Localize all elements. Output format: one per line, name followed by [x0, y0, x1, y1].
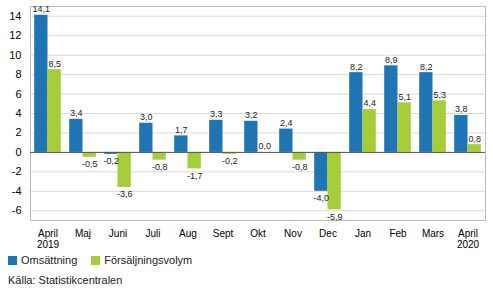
svg-text:14,1: 14,1 — [33, 4, 51, 14]
svg-text:April2019: April2019 — [37, 228, 60, 250]
html-text:Omsättning: Omsättning — [21, 254, 78, 266]
svg-text:-4: -4 — [12, 185, 22, 197]
svg-text:-1,7: -1,7 — [187, 171, 203, 181]
svg-text:3,4: 3,4 — [70, 108, 83, 118]
svg-text:-0,5: -0,5 — [82, 159, 98, 169]
svg-text:Aug: Aug — [179, 228, 197, 239]
svg-text:3,8: 3,8 — [455, 104, 468, 114]
svg-text:Nov: Nov — [284, 228, 302, 239]
svg-text:-3,6: -3,6 — [117, 189, 133, 199]
svg-text:3,0: 3,0 — [140, 112, 153, 122]
svg-text:Juli: Juli — [145, 228, 160, 239]
svg-text:8,2: 8,2 — [420, 62, 433, 72]
svg-text:0,8: 0,8 — [468, 134, 481, 144]
svg-text:14: 14 — [9, 10, 21, 22]
svg-text:2,4: 2,4 — [280, 118, 293, 128]
svg-text:1,7: 1,7 — [175, 125, 188, 135]
svg-text:3,3: 3,3 — [210, 109, 223, 119]
svg-text:Okt: Okt — [250, 228, 266, 239]
svg-text:Feb: Feb — [389, 228, 407, 239]
svg-text:4: 4 — [15, 107, 21, 119]
svg-text:0,0: 0,0 — [258, 141, 271, 151]
html-text:Källa: Statistikcentralen: Källa: Statistikcentralen — [8, 274, 123, 286]
svg-text:Sept: Sept — [213, 228, 234, 239]
svg-text:Dec: Dec — [319, 228, 337, 239]
svg-text:-0,2: -0,2 — [222, 156, 238, 166]
svg-text:-6: -6 — [12, 204, 22, 216]
svg-text:Mars: Mars — [422, 228, 444, 239]
svg-text:2: 2 — [15, 126, 21, 138]
svg-text:3,2: 3,2 — [245, 110, 258, 120]
svg-text:5,1: 5,1 — [398, 92, 411, 102]
svg-text:5,3: 5,3 — [433, 90, 446, 100]
svg-text:12: 12 — [9, 29, 21, 41]
svg-text:-0,8: -0,8 — [152, 162, 168, 172]
svg-text:0: 0 — [15, 146, 21, 158]
svg-text:Jan: Jan — [355, 228, 371, 239]
svg-text:-0,2: -0,2 — [104, 156, 120, 166]
html-text:Försäljningsvolym: Försäljningsvolym — [104, 254, 193, 266]
svg-text:10: 10 — [9, 49, 21, 61]
svg-text:-0,8: -0,8 — [292, 162, 308, 172]
svg-text:-2: -2 — [12, 165, 22, 177]
svg-text:Juni: Juni — [109, 228, 127, 239]
svg-text:6: 6 — [15, 88, 21, 100]
svg-text:-5,9: -5,9 — [327, 212, 343, 222]
svg-text:8: 8 — [15, 68, 21, 80]
svg-text:8,9: 8,9 — [385, 55, 398, 65]
svg-text:4,4: 4,4 — [363, 98, 376, 108]
svg-text:-4,0: -4,0 — [314, 193, 330, 203]
svg-text:April2020: April2020 — [457, 228, 480, 250]
svg-text:8,2: 8,2 — [350, 62, 363, 72]
svg-text:8,5: 8,5 — [48, 59, 61, 69]
svg-text:Maj: Maj — [75, 228, 91, 239]
